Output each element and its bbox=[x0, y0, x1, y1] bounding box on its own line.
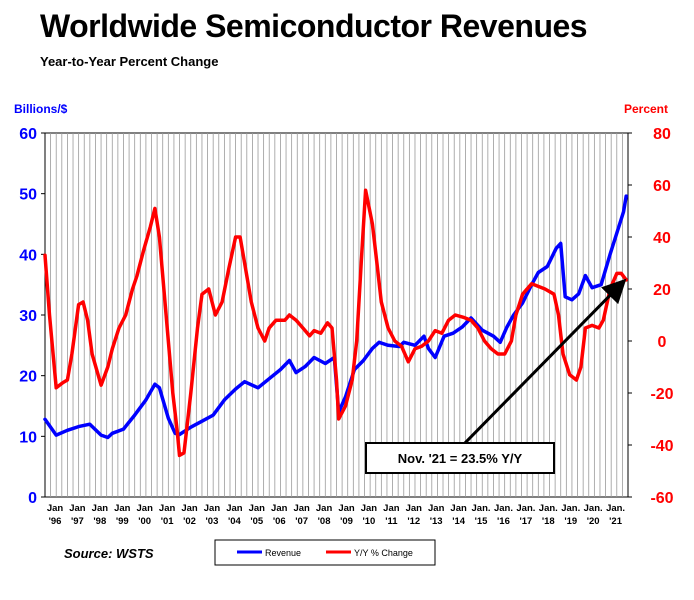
right-axis-ticks: -60 -40 -20 0 20 40 60 80 bbox=[628, 126, 674, 507]
series-group bbox=[43, 188, 628, 458]
legend-label-revenue: Revenue bbox=[265, 548, 301, 558]
x-tick-year-label: '08 bbox=[318, 516, 331, 527]
source-note: Source: WSTS bbox=[64, 546, 154, 561]
right-tick-label: -60 bbox=[650, 490, 673, 507]
right-axis-label: Percent bbox=[624, 102, 668, 116]
x-tick-label: Jan. bbox=[539, 503, 558, 514]
x-tick-year-label: '05 bbox=[250, 516, 264, 527]
x-tick-label: Jan bbox=[361, 503, 378, 514]
left-tick-label: 50 bbox=[19, 187, 37, 204]
right-tick-label: 20 bbox=[653, 282, 671, 299]
x-tick-year-label: '00 bbox=[138, 516, 151, 527]
series-line-y-y-change bbox=[43, 188, 628, 458]
x-tick-label: Jan bbox=[204, 503, 221, 514]
left-tick-label: 60 bbox=[19, 126, 37, 143]
x-tick-label: Jan bbox=[383, 503, 400, 514]
x-tick-year-label: '15 bbox=[475, 516, 489, 527]
x-tick-label: Jan. bbox=[561, 503, 580, 514]
x-tick-year-label: '12 bbox=[407, 516, 420, 527]
x-tick-year-label: '97 bbox=[71, 516, 84, 527]
x-tick-label: Jan bbox=[450, 503, 467, 514]
right-tick-label: 0 bbox=[658, 334, 667, 351]
x-tick-label: Jan bbox=[338, 503, 355, 514]
left-tick-label: 10 bbox=[19, 429, 37, 446]
x-tick-year-label: '14 bbox=[452, 516, 466, 527]
x-tick-year-label: '19 bbox=[564, 516, 577, 527]
x-tick-label: Jan. bbox=[472, 503, 491, 514]
x-tick-label: Jan. bbox=[516, 503, 535, 514]
legend: Revenue Y/Y % Change bbox=[214, 539, 436, 566]
x-tick-label: Jan bbox=[47, 503, 64, 514]
x-tick-label: Jan bbox=[69, 503, 86, 514]
x-tick-year-label: '18 bbox=[542, 516, 555, 527]
x-tick-year-label: '07 bbox=[295, 516, 308, 527]
x-tick-label: Jan bbox=[92, 503, 109, 514]
left-tick-label: 40 bbox=[19, 247, 37, 264]
annotation-group: Nov. '21 = 23.5% Y/Y bbox=[365, 278, 627, 474]
chart-subtitle: Year-to-Year Percent Change bbox=[40, 54, 219, 69]
x-tick-year-label: '09 bbox=[340, 516, 353, 527]
series-line-revenue bbox=[43, 194, 628, 440]
x-tick-label: Jan. bbox=[606, 503, 625, 514]
x-tick-label: Jan bbox=[114, 503, 131, 514]
x-tick-year-label: '04 bbox=[228, 516, 242, 527]
right-tick-label: -40 bbox=[650, 438, 673, 455]
right-tick-label: -20 bbox=[650, 386, 673, 403]
annotation-arrow bbox=[454, 278, 627, 454]
x-tick-label: Jan bbox=[226, 503, 243, 514]
right-tick-label: 80 bbox=[653, 126, 671, 143]
left-tick-label: 20 bbox=[19, 369, 37, 386]
x-tick-label: Jan bbox=[249, 503, 266, 514]
left-tick-label: 30 bbox=[19, 308, 37, 325]
x-tick-year-label: '17 bbox=[519, 516, 532, 527]
x-tick-year-label: '13 bbox=[430, 516, 443, 527]
x-tick-label: Jan bbox=[316, 503, 333, 514]
x-tick-label: Jan bbox=[181, 503, 198, 514]
x-tick-year-label: '16 bbox=[497, 516, 510, 527]
x-tick-year-label: '98 bbox=[93, 516, 106, 527]
x-tick-year-label: '06 bbox=[273, 516, 286, 527]
left-tick-label: 0 bbox=[28, 490, 37, 507]
x-tick-label: Jan bbox=[406, 503, 423, 514]
x-tick-label: Jan bbox=[137, 503, 154, 514]
x-tick-label: Jan. bbox=[584, 503, 603, 514]
chart-title: Worldwide Semiconductor Revenues bbox=[40, 8, 588, 44]
x-tick-label: Jan bbox=[428, 503, 445, 514]
x-tick-year-label: '20 bbox=[587, 516, 600, 527]
x-tick-year-label: '10 bbox=[363, 516, 376, 527]
x-tick-label: Jan. bbox=[494, 503, 513, 514]
x-tick-year-label: '21 bbox=[609, 516, 623, 527]
grid bbox=[50, 133, 623, 497]
annotation-text: Nov. '21 = 23.5% Y/Y bbox=[398, 451, 523, 466]
x-tick-year-label: '02 bbox=[183, 516, 196, 527]
left-axis-ticks: 0 10 20 30 40 50 60 bbox=[19, 126, 45, 507]
x-tick-year-label: '01 bbox=[161, 516, 175, 527]
legend-label-yy-change: Y/Y % Change bbox=[354, 548, 413, 558]
x-tick-year-label: '03 bbox=[206, 516, 219, 527]
x-tick-year-label: '11 bbox=[385, 516, 398, 527]
right-tick-label: 40 bbox=[653, 230, 671, 247]
x-tick-year-label: '96 bbox=[49, 516, 62, 527]
annotation-box bbox=[365, 442, 555, 474]
left-axis-label: Billions/$ bbox=[14, 102, 68, 116]
x-tick-label: Jan bbox=[293, 503, 310, 514]
x-tick-year-label: '99 bbox=[116, 516, 129, 527]
right-tick-label: 60 bbox=[653, 178, 671, 195]
x-tick-label: Jan bbox=[271, 503, 288, 514]
x-tick-label: Jan bbox=[159, 503, 176, 514]
x-axis-ticks: Jan '96 Jan '97 Jan '98 Jan '99 Jan '00 Jan '01 Jan '… bbox=[47, 503, 625, 527]
